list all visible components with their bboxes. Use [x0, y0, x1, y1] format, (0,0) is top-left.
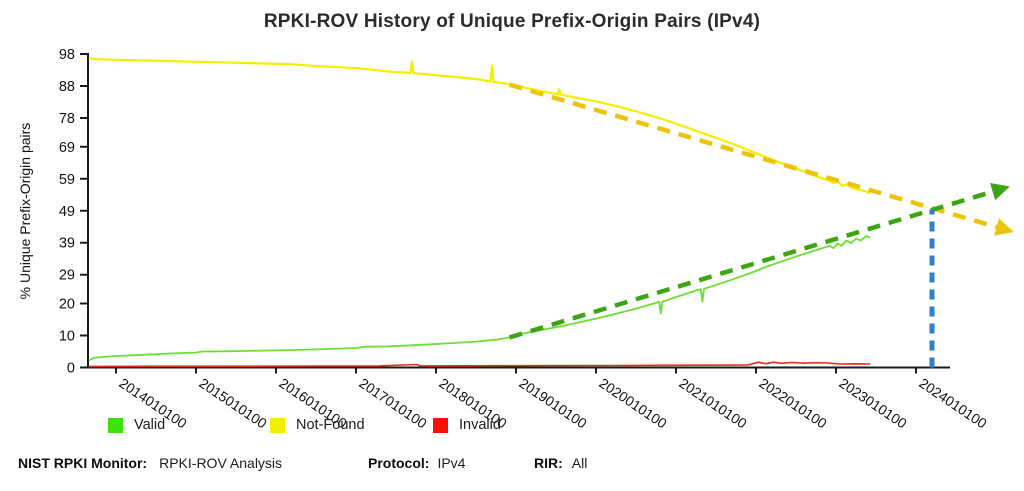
footer-monitor-value: RPKI-ROV Analysis [159, 455, 283, 471]
y-tick-label: 29 [59, 268, 75, 284]
legend-item-not-found: Not-Found [270, 416, 365, 434]
y-tick-label: 59 [59, 172, 75, 188]
series-not-found-trend-line [508, 82, 1014, 236]
legend-swatch-invalid [433, 417, 448, 433]
footer-protocol: Protocol: IPv4 [368, 455, 465, 471]
footer-rir-value: All [571, 455, 588, 471]
footer-protocol-value: IPv4 [437, 455, 466, 471]
footer-monitor: NIST RPKI Monitor: RPKI-ROV Analysis [18, 455, 282, 471]
footer-protocol-label: Protocol: [368, 455, 430, 471]
y-tick-label: 39 [59, 236, 75, 252]
y-tick-label: 0 [67, 361, 75, 377]
legend-label-valid: Valid [134, 417, 166, 433]
series-not-found-line [88, 57, 871, 195]
legend-label-not-found: Not-Found [296, 417, 365, 433]
legend-item-valid: Valid [108, 416, 165, 434]
y-tick-label: 78 [59, 111, 75, 127]
legend-label-invalid: Invalid [459, 417, 501, 433]
legend-swatch-valid [108, 417, 123, 433]
y-tick-label: 20 [59, 297, 75, 313]
y-axis-title: % Unique Prefix-Origin pairs [17, 123, 33, 300]
chart-legend: Valid Not-Found Invalid [0, 416, 1024, 436]
footer-rir-label: RIR: [534, 455, 563, 471]
footer-rir: RIR: All [534, 455, 587, 471]
footer-monitor-label: NIST RPKI Monitor: [18, 455, 148, 471]
y-tick-label: 10 [59, 329, 75, 345]
y-tick-label: 98 [59, 47, 75, 63]
chart-title: RPKI-ROV History of Unique Prefix-Origin… [263, 11, 761, 32]
y-tick-label: 88 [59, 79, 75, 95]
legend-item-invalid: Invalid [433, 416, 501, 434]
series-valid-trend-line [508, 183, 1010, 340]
y-tick-label: 49 [59, 204, 75, 220]
series-valid-line [88, 235, 871, 362]
series-invalid-line [88, 361, 871, 368]
y-tick-label: 69 [59, 140, 75, 156]
legend-swatch-not-found [270, 417, 285, 433]
footer-info-bar: NIST RPKI Monitor: RPKI-ROV Analysis Prot… [0, 455, 1024, 475]
